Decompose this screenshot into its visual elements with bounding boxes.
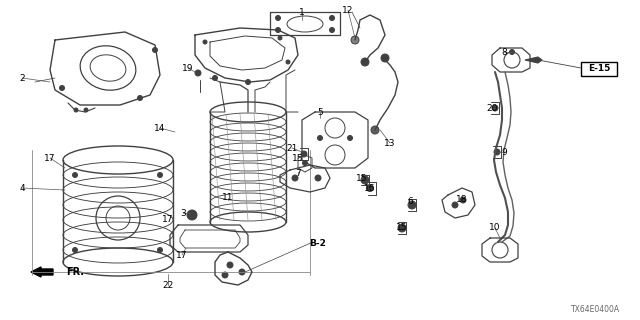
Ellipse shape <box>330 15 335 20</box>
Polygon shape <box>525 57 542 63</box>
Text: 13: 13 <box>384 139 396 148</box>
Text: 17: 17 <box>44 154 56 163</box>
Text: 21: 21 <box>286 143 298 153</box>
Text: 3: 3 <box>180 209 186 218</box>
Text: 20: 20 <box>486 103 498 113</box>
Text: 5: 5 <box>317 108 323 116</box>
Ellipse shape <box>203 40 207 44</box>
Text: 9: 9 <box>501 148 507 156</box>
Ellipse shape <box>315 175 321 181</box>
Ellipse shape <box>494 149 500 155</box>
Ellipse shape <box>189 212 195 218</box>
Text: 14: 14 <box>154 124 166 132</box>
FancyBboxPatch shape <box>581 62 617 76</box>
Ellipse shape <box>72 247 77 252</box>
Text: 19: 19 <box>182 63 194 73</box>
Ellipse shape <box>275 15 280 20</box>
Ellipse shape <box>212 76 218 81</box>
Text: 15: 15 <box>396 223 408 233</box>
Ellipse shape <box>157 172 163 178</box>
Ellipse shape <box>227 262 233 268</box>
Text: B-2: B-2 <box>310 239 326 249</box>
Ellipse shape <box>317 135 323 140</box>
Ellipse shape <box>330 28 335 33</box>
Text: 17: 17 <box>163 215 173 225</box>
Text: TX64E0400A: TX64E0400A <box>572 305 621 314</box>
Text: 22: 22 <box>163 281 173 290</box>
Ellipse shape <box>222 272 228 278</box>
Ellipse shape <box>381 54 389 62</box>
Ellipse shape <box>348 135 353 140</box>
Text: 12: 12 <box>342 5 354 14</box>
Ellipse shape <box>303 161 307 165</box>
Ellipse shape <box>398 224 406 232</box>
Text: 17: 17 <box>176 251 188 260</box>
Ellipse shape <box>84 108 88 112</box>
Text: E-15: E-15 <box>588 63 610 73</box>
Ellipse shape <box>275 28 280 33</box>
Ellipse shape <box>292 175 298 181</box>
Ellipse shape <box>187 210 197 220</box>
Text: 11: 11 <box>222 194 234 203</box>
Text: 6: 6 <box>407 197 413 206</box>
Text: 18: 18 <box>456 196 468 204</box>
Text: 4: 4 <box>19 183 25 193</box>
Ellipse shape <box>195 70 201 76</box>
Ellipse shape <box>371 126 379 134</box>
Ellipse shape <box>492 105 498 111</box>
Ellipse shape <box>367 185 374 191</box>
Text: FR.: FR. <box>66 267 84 277</box>
Ellipse shape <box>361 58 369 66</box>
Ellipse shape <box>239 269 245 275</box>
Text: 1: 1 <box>299 7 305 17</box>
Text: 2: 2 <box>19 74 25 83</box>
Ellipse shape <box>152 47 157 52</box>
Text: 10: 10 <box>489 223 500 233</box>
FancyArrow shape <box>31 267 53 277</box>
Ellipse shape <box>278 36 282 40</box>
Text: 16: 16 <box>364 183 376 193</box>
Ellipse shape <box>361 176 369 184</box>
Ellipse shape <box>509 50 515 54</box>
Ellipse shape <box>138 95 143 100</box>
Ellipse shape <box>60 85 65 91</box>
Text: 15: 15 <box>356 173 368 182</box>
Ellipse shape <box>452 202 458 208</box>
Ellipse shape <box>74 108 78 112</box>
Text: 7: 7 <box>295 169 301 178</box>
Ellipse shape <box>72 172 77 178</box>
Ellipse shape <box>157 247 163 252</box>
Ellipse shape <box>460 197 466 203</box>
Ellipse shape <box>301 151 307 157</box>
Ellipse shape <box>351 36 359 44</box>
Text: 8: 8 <box>501 47 507 57</box>
Ellipse shape <box>408 201 416 209</box>
Text: 15: 15 <box>292 154 304 163</box>
Ellipse shape <box>246 79 250 84</box>
Ellipse shape <box>286 60 290 64</box>
